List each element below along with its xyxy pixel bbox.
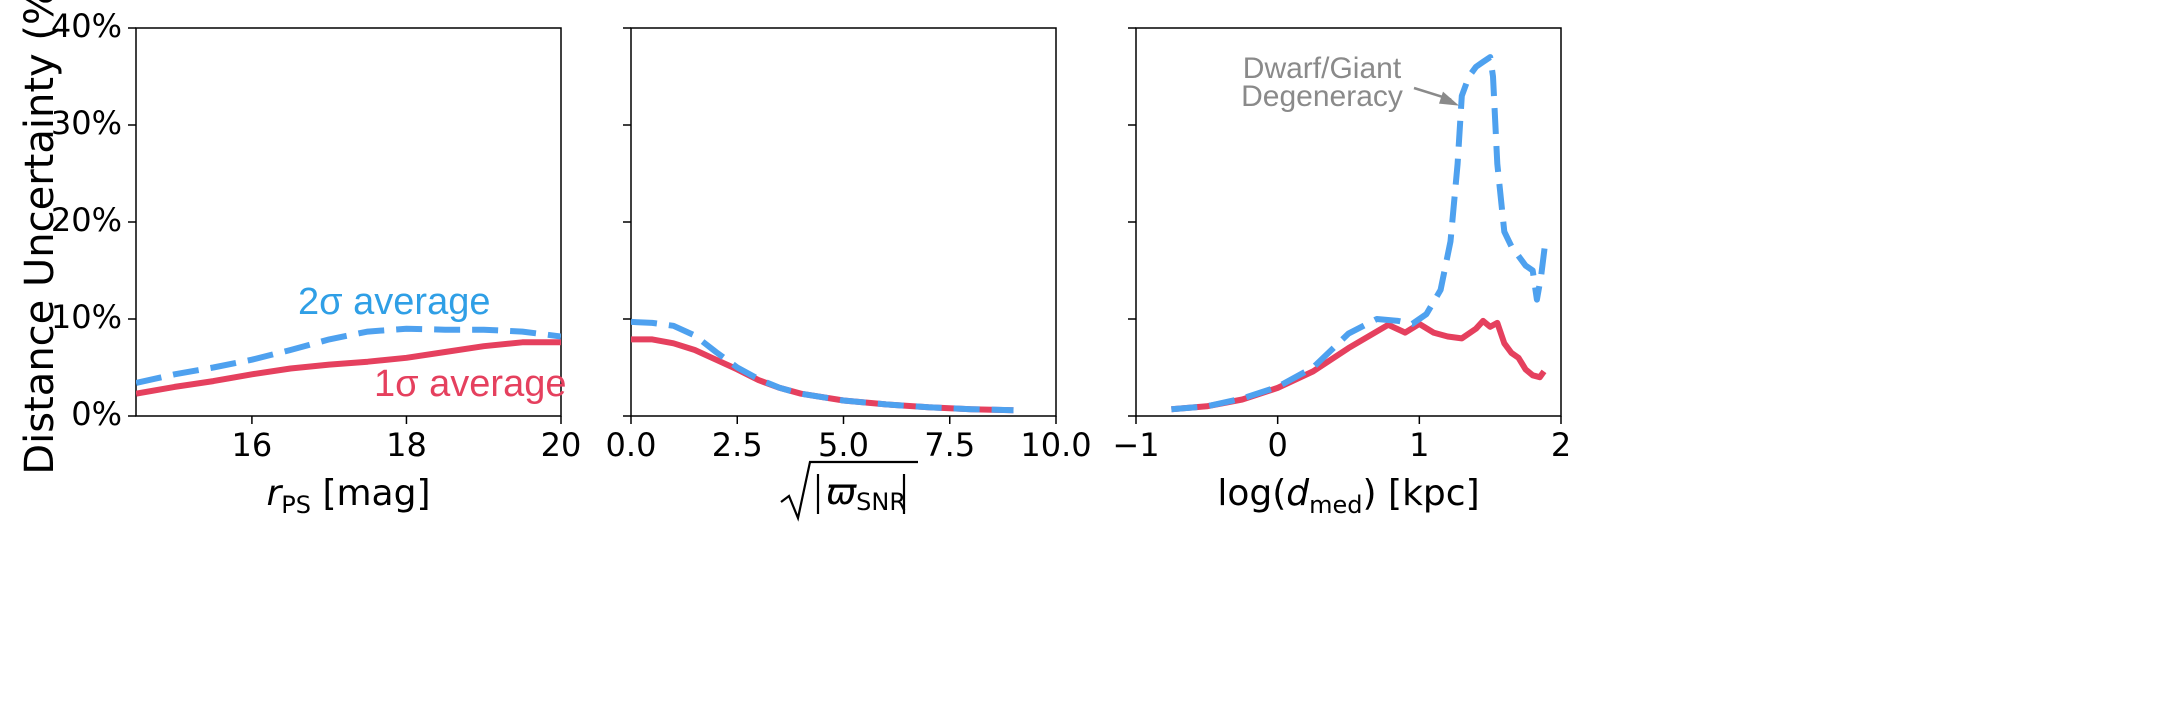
x-tick-label: 18 (386, 426, 427, 464)
x-tick-label: 20 (541, 426, 582, 464)
y-tick-label: 20% (51, 201, 122, 239)
x-tick-label: −1 (1112, 426, 1159, 464)
annotation-line1: Dwarf/Giant (1243, 52, 1402, 85)
series-1sigma-line (1171, 317, 1547, 413)
x-tick-label: 0.0 (606, 426, 657, 464)
x-axis-label: log(dmed) [kpc] (1217, 473, 1479, 519)
x-tick-label: 7.5 (924, 426, 975, 464)
series-1sigma-line (136, 339, 561, 397)
y-tick-label: 10% (51, 298, 122, 336)
legend-1sigma: 1σ average (374, 363, 566, 405)
series-2sigma-line (631, 318, 1014, 414)
series-2sigma-line (1171, 54, 1549, 413)
legend-2sigma: 2σ average (298, 281, 490, 323)
x-tick-label: 2 (1551, 426, 1571, 464)
plot-frame (630, 27, 1057, 417)
y-axis-label: Distance Uncertainty (%) (17, 0, 63, 475)
x-tick-label: 1 (1409, 426, 1429, 464)
x-tick-label: 5.0 (818, 426, 869, 464)
annotation-line2: Degeneracy (1241, 80, 1403, 113)
x-tick-label: 2.5 (712, 426, 763, 464)
x-axis-label: ϖSNR (826, 472, 906, 516)
plot-frame (135, 27, 562, 417)
panel-3: −1 0 1 2 log(dmed) [kpc] Dwarf/GiantDegenerac… (1112, 27, 1571, 519)
panel-1: 0% 10% 20% 30% 40% 16 18 20 rPS [mag] 2σ average 1… (51, 7, 581, 519)
panel-2: 0.0 2.5 5.0 7.5 10.0 ϖSNR (606, 27, 1092, 522)
x-tick-label: 10.0 (1020, 426, 1091, 464)
x-tick-label: 16 (232, 426, 273, 464)
annotation-arrow-head (1439, 91, 1459, 106)
sqrt-symbol (780, 460, 918, 522)
y-tick-label: 40% (51, 7, 122, 45)
x-tick-label: 0 (1267, 426, 1287, 464)
x-axis-label: rPS [mag] (266, 473, 430, 519)
y-tick-label: 30% (51, 104, 122, 142)
series-2sigma-line (136, 325, 561, 386)
y-tick-label: 0% (71, 395, 122, 433)
